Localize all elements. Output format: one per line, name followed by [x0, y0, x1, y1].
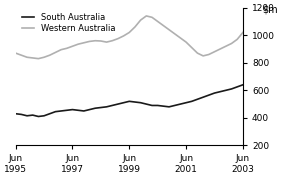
- Y-axis label: $m: $m: [262, 5, 278, 15]
- Legend: South Australia, Western Australia: South Australia, Western Australia: [20, 12, 117, 35]
